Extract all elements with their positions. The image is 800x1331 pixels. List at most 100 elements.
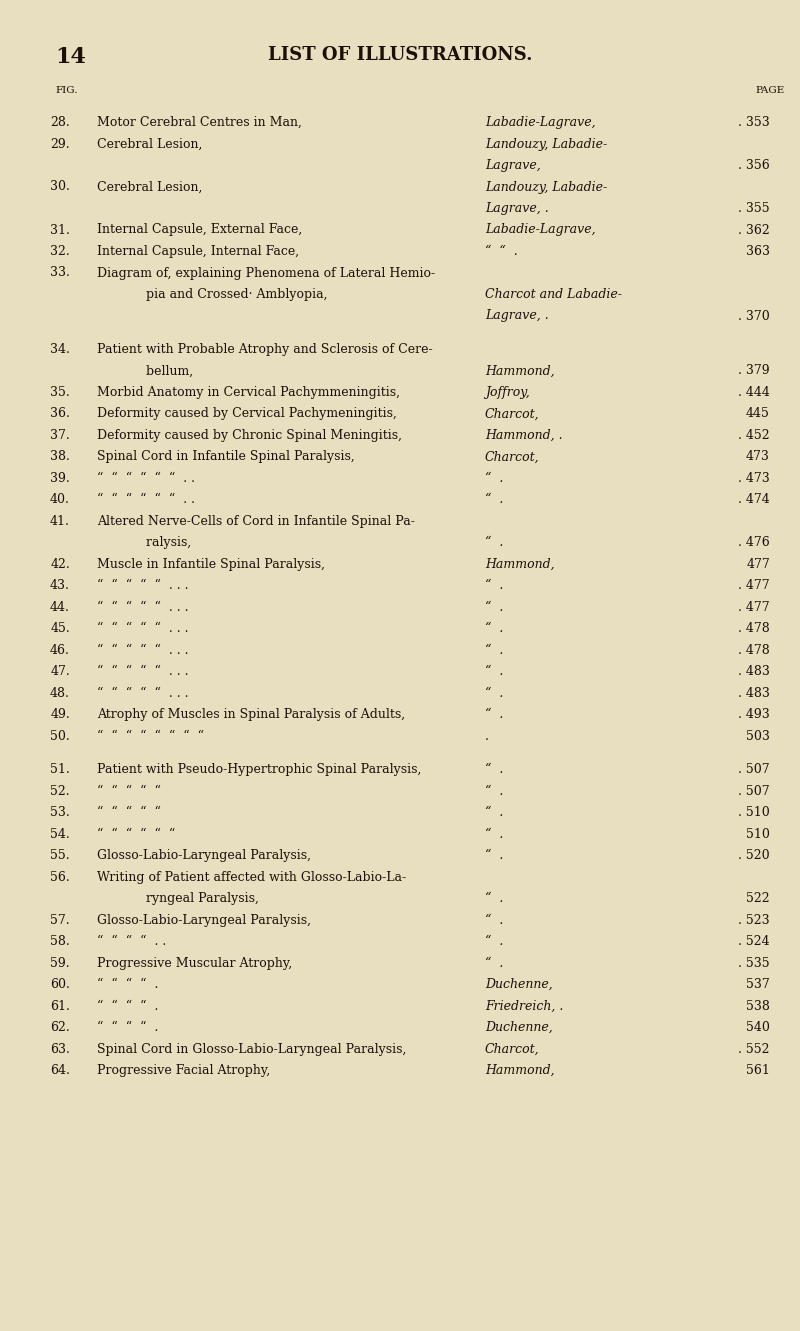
Text: pia and Crossed· Amblyopia,: pia and Crossed· Amblyopia, bbox=[130, 287, 327, 301]
Text: 363: 363 bbox=[746, 245, 770, 258]
Text: Hammond,: Hammond, bbox=[485, 1065, 554, 1077]
Text: 55.: 55. bbox=[50, 849, 70, 862]
Text: 37.: 37. bbox=[50, 429, 70, 442]
Text: “  .: “ . bbox=[485, 957, 503, 970]
Text: Deformity caused by Cervical Pachymeningitis,: Deformity caused by Cervical Pachymening… bbox=[97, 407, 397, 421]
Text: 39.: 39. bbox=[50, 471, 70, 484]
Text: FIG.: FIG. bbox=[55, 87, 78, 95]
Text: . 362: . 362 bbox=[738, 224, 770, 237]
Text: . 444: . 444 bbox=[738, 386, 770, 399]
Text: Lagrave,: Lagrave, bbox=[485, 158, 541, 172]
Text: 47.: 47. bbox=[50, 666, 70, 679]
Text: .: . bbox=[485, 729, 489, 743]
Text: Friedreich, .: Friedreich, . bbox=[485, 1000, 563, 1013]
Text: 59.: 59. bbox=[50, 957, 70, 970]
Text: “  .: “ . bbox=[485, 892, 503, 905]
Text: 56.: 56. bbox=[50, 870, 70, 884]
Text: “  “  “  “  “  . . .: “ “ “ “ “ . . . bbox=[97, 579, 189, 592]
Text: “  “  “  “  “  . . .: “ “ “ “ “ . . . bbox=[97, 687, 189, 700]
Text: “  .: “ . bbox=[485, 936, 503, 948]
Text: “  .: “ . bbox=[485, 913, 503, 926]
Text: Spinal Cord in Infantile Spinal Paralysis,: Spinal Cord in Infantile Spinal Paralysi… bbox=[97, 450, 354, 463]
Text: Hammond,: Hammond, bbox=[485, 558, 554, 571]
Text: . 474: . 474 bbox=[738, 494, 770, 506]
Text: . 523: . 523 bbox=[738, 913, 770, 926]
Text: Lagrave, .: Lagrave, . bbox=[485, 202, 549, 216]
Text: 503: 503 bbox=[746, 729, 770, 743]
Text: 41.: 41. bbox=[50, 515, 70, 528]
Text: “  “  “  “  “  “: “ “ “ “ “ “ bbox=[97, 828, 175, 841]
Text: 445: 445 bbox=[746, 407, 770, 421]
Text: Patient with Pseudo-Hypertrophic Spinal Paralysis,: Patient with Pseudo-Hypertrophic Spinal … bbox=[97, 763, 422, 776]
Text: Charcot and Labadie-: Charcot and Labadie- bbox=[485, 287, 622, 301]
Text: . 507: . 507 bbox=[738, 785, 770, 797]
Text: Muscle in Infantile Spinal Paralysis,: Muscle in Infantile Spinal Paralysis, bbox=[97, 558, 325, 571]
Text: “  “  “  “  “  . . .: “ “ “ “ “ . . . bbox=[97, 623, 189, 635]
Text: . 493: . 493 bbox=[738, 708, 770, 721]
Text: 477: 477 bbox=[746, 558, 770, 571]
Text: Glosso-Labio-Laryngeal Paralysis,: Glosso-Labio-Laryngeal Paralysis, bbox=[97, 913, 311, 926]
Text: Lagrave, .: Lagrave, . bbox=[485, 310, 549, 322]
Text: . 356: . 356 bbox=[738, 158, 770, 172]
Text: Landouzy, Labadie-: Landouzy, Labadie- bbox=[485, 137, 607, 150]
Text: “  .: “ . bbox=[485, 785, 503, 797]
Text: Duchenne,: Duchenne, bbox=[485, 1021, 553, 1034]
Text: Spinal Cord in Glosso-Labio-Laryngeal Paralysis,: Spinal Cord in Glosso-Labio-Laryngeal Pa… bbox=[97, 1042, 406, 1055]
Text: . 477: . 477 bbox=[738, 600, 770, 614]
Text: . 476: . 476 bbox=[738, 536, 770, 550]
Text: . 535: . 535 bbox=[738, 957, 770, 970]
Text: 44.: 44. bbox=[50, 600, 70, 614]
Text: 48.: 48. bbox=[50, 687, 70, 700]
Text: 58.: 58. bbox=[50, 936, 70, 948]
Text: . 520: . 520 bbox=[738, 849, 770, 862]
Text: 28.: 28. bbox=[50, 116, 70, 129]
Text: “  .: “ . bbox=[485, 471, 503, 484]
Text: ralysis,: ralysis, bbox=[130, 536, 191, 550]
Text: 45.: 45. bbox=[50, 623, 70, 635]
Text: . 473: . 473 bbox=[738, 471, 770, 484]
Text: “  .: “ . bbox=[485, 708, 503, 721]
Text: “  “  “  “  “  . . .: “ “ “ “ “ . . . bbox=[97, 600, 189, 614]
Text: . 524: . 524 bbox=[738, 936, 770, 948]
Text: 43.: 43. bbox=[50, 579, 70, 592]
Text: 561: 561 bbox=[746, 1065, 770, 1077]
Text: 49.: 49. bbox=[50, 708, 70, 721]
Text: 38.: 38. bbox=[50, 450, 70, 463]
Text: . 355: . 355 bbox=[738, 202, 770, 216]
Text: Morbid Anatomy in Cervical Pachymmeningitis,: Morbid Anatomy in Cervical Pachymmeningi… bbox=[97, 386, 400, 399]
Text: 29.: 29. bbox=[50, 137, 70, 150]
Text: “  “  “  “  “  “  “  “: “ “ “ “ “ “ “ “ bbox=[97, 729, 204, 743]
Text: 30.: 30. bbox=[50, 181, 70, 193]
Text: . 477: . 477 bbox=[738, 579, 770, 592]
Text: 64.: 64. bbox=[50, 1065, 70, 1077]
Text: Progressive Facial Atrophy,: Progressive Facial Atrophy, bbox=[97, 1065, 270, 1077]
Text: “  “  “  “  .: “ “ “ “ . bbox=[97, 978, 158, 992]
Text: 473: 473 bbox=[746, 450, 770, 463]
Text: 46.: 46. bbox=[50, 644, 70, 656]
Text: “  .: “ . bbox=[485, 687, 503, 700]
Text: 61.: 61. bbox=[50, 1000, 70, 1013]
Text: LIST OF ILLUSTRATIONS.: LIST OF ILLUSTRATIONS. bbox=[268, 47, 532, 64]
Text: “  .: “ . bbox=[485, 494, 503, 506]
Text: “  .: “ . bbox=[485, 644, 503, 656]
Text: Charcot,: Charcot, bbox=[485, 1042, 540, 1055]
Text: Hammond, .: Hammond, . bbox=[485, 429, 562, 442]
Text: . 507: . 507 bbox=[738, 763, 770, 776]
Text: 63.: 63. bbox=[50, 1042, 70, 1055]
Text: 53.: 53. bbox=[50, 807, 70, 819]
Text: . 452: . 452 bbox=[738, 429, 770, 442]
Text: “  .: “ . bbox=[485, 666, 503, 679]
Text: Internal Capsule, External Face,: Internal Capsule, External Face, bbox=[97, 224, 302, 237]
Text: “  “  “  “  . .: “ “ “ “ . . bbox=[97, 936, 166, 948]
Text: “  “  “  “  “  . . .: “ “ “ “ “ . . . bbox=[97, 666, 189, 679]
Text: Landouzy, Labadie-: Landouzy, Labadie- bbox=[485, 181, 607, 193]
Text: “  “  “  “  .: “ “ “ “ . bbox=[97, 1021, 158, 1034]
Text: Deformity caused by Chronic Spinal Meningitis,: Deformity caused by Chronic Spinal Menin… bbox=[97, 429, 402, 442]
Text: 51.: 51. bbox=[50, 763, 70, 776]
Text: Duchenne,: Duchenne, bbox=[485, 978, 553, 992]
Text: “  .: “ . bbox=[485, 600, 503, 614]
Text: 36.: 36. bbox=[50, 407, 70, 421]
Text: Charcot,: Charcot, bbox=[485, 450, 540, 463]
Text: “  .: “ . bbox=[485, 807, 503, 819]
Text: Cerebral Lesion,: Cerebral Lesion, bbox=[97, 137, 202, 150]
